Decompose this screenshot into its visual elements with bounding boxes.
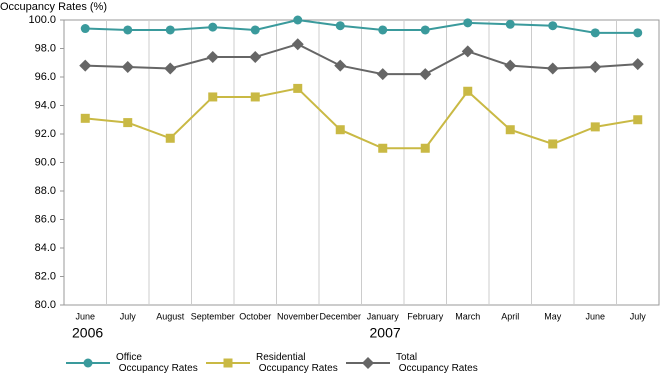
x-tick-label: April: [501, 311, 519, 321]
x-tick-label: January: [367, 311, 400, 321]
point: [633, 28, 643, 38]
y-tick-label: 90.0: [35, 156, 56, 168]
point: [291, 38, 304, 51]
x-tick-label: May: [544, 311, 562, 321]
point: [505, 125, 515, 135]
y-tick-label: 82.0: [35, 270, 56, 282]
point: [590, 28, 600, 38]
legend-label: Office Occupancy Rates: [116, 352, 198, 374]
legend-label-line: Total: [396, 352, 417, 363]
point: [463, 86, 473, 96]
x-tick-label: July: [120, 311, 137, 321]
point: [123, 25, 133, 35]
series-line: [85, 43, 638, 76]
x-tick-label: July: [630, 311, 647, 321]
point: [461, 45, 474, 58]
point: [589, 61, 602, 74]
point: [546, 62, 559, 75]
y-tick-label: 86.0: [35, 213, 56, 225]
y-tick-label: 98.0: [35, 42, 56, 54]
point: [419, 68, 432, 81]
series-line: [85, 18, 638, 34]
legend-label: Total Occupancy Rates: [396, 352, 478, 374]
point: [590, 122, 600, 132]
point: [504, 59, 517, 72]
legend-label: Residential Occupancy Rates: [256, 352, 338, 374]
x-tick-label: September: [191, 311, 235, 321]
point: [79, 59, 92, 72]
y-tick-label: 100.0: [28, 14, 56, 26]
point: [165, 25, 175, 35]
x-tick-label: March: [455, 311, 480, 321]
year-label: 2006: [72, 325, 103, 341]
x-tick-label: February: [407, 311, 444, 321]
point: [420, 143, 430, 153]
point: [80, 113, 90, 123]
point: [250, 92, 260, 102]
point: [631, 58, 644, 71]
x-tick-label: August: [156, 311, 185, 321]
y-tick-label: 92.0: [35, 128, 56, 140]
y-tick-label: 88.0: [35, 185, 56, 197]
legend-label-line: Office: [116, 352, 142, 363]
x-tick-label: October: [239, 311, 271, 321]
point: [165, 133, 175, 143]
point: [123, 118, 133, 128]
year-label: 2007: [370, 325, 401, 341]
point: [250, 25, 260, 35]
point: [633, 115, 643, 125]
point: [206, 51, 219, 64]
x-tick-label: June: [75, 311, 95, 321]
x-tick-label: June: [585, 311, 605, 321]
y-axis-title: Occupancy Rates (%): [0, 1, 107, 13]
point: [293, 83, 303, 93]
point: [293, 15, 303, 25]
y-tick-label: 94.0: [35, 99, 56, 111]
point: [208, 92, 218, 102]
legend-label-line: Occupancy Rates: [116, 363, 198, 374]
x-tick-label: December: [319, 311, 361, 321]
x-tick-label: November: [277, 311, 319, 321]
legend-label-line: Occupancy Rates: [396, 363, 478, 374]
point: [378, 25, 388, 35]
point: [420, 25, 430, 35]
point: [121, 61, 134, 74]
point: [249, 51, 262, 64]
y-tick-label: 80.0: [35, 299, 56, 311]
point: [376, 68, 389, 81]
series-line: [85, 87, 638, 150]
point: [378, 143, 388, 153]
y-tick-label: 84.0: [35, 242, 56, 254]
point: [164, 62, 177, 75]
point: [80, 24, 90, 34]
point: [548, 21, 558, 31]
point: [463, 18, 473, 28]
point: [335, 21, 345, 31]
point: [335, 125, 345, 135]
point: [548, 139, 558, 149]
point: [83, 358, 93, 368]
y-tick-label: 96.0: [35, 71, 56, 83]
point: [223, 358, 233, 368]
point: [362, 357, 374, 369]
point: [334, 59, 347, 72]
legend-label-line: Residential: [256, 352, 305, 363]
point: [505, 19, 515, 29]
point: [208, 22, 218, 32]
legend-label-line: Occupancy Rates: [256, 363, 338, 374]
